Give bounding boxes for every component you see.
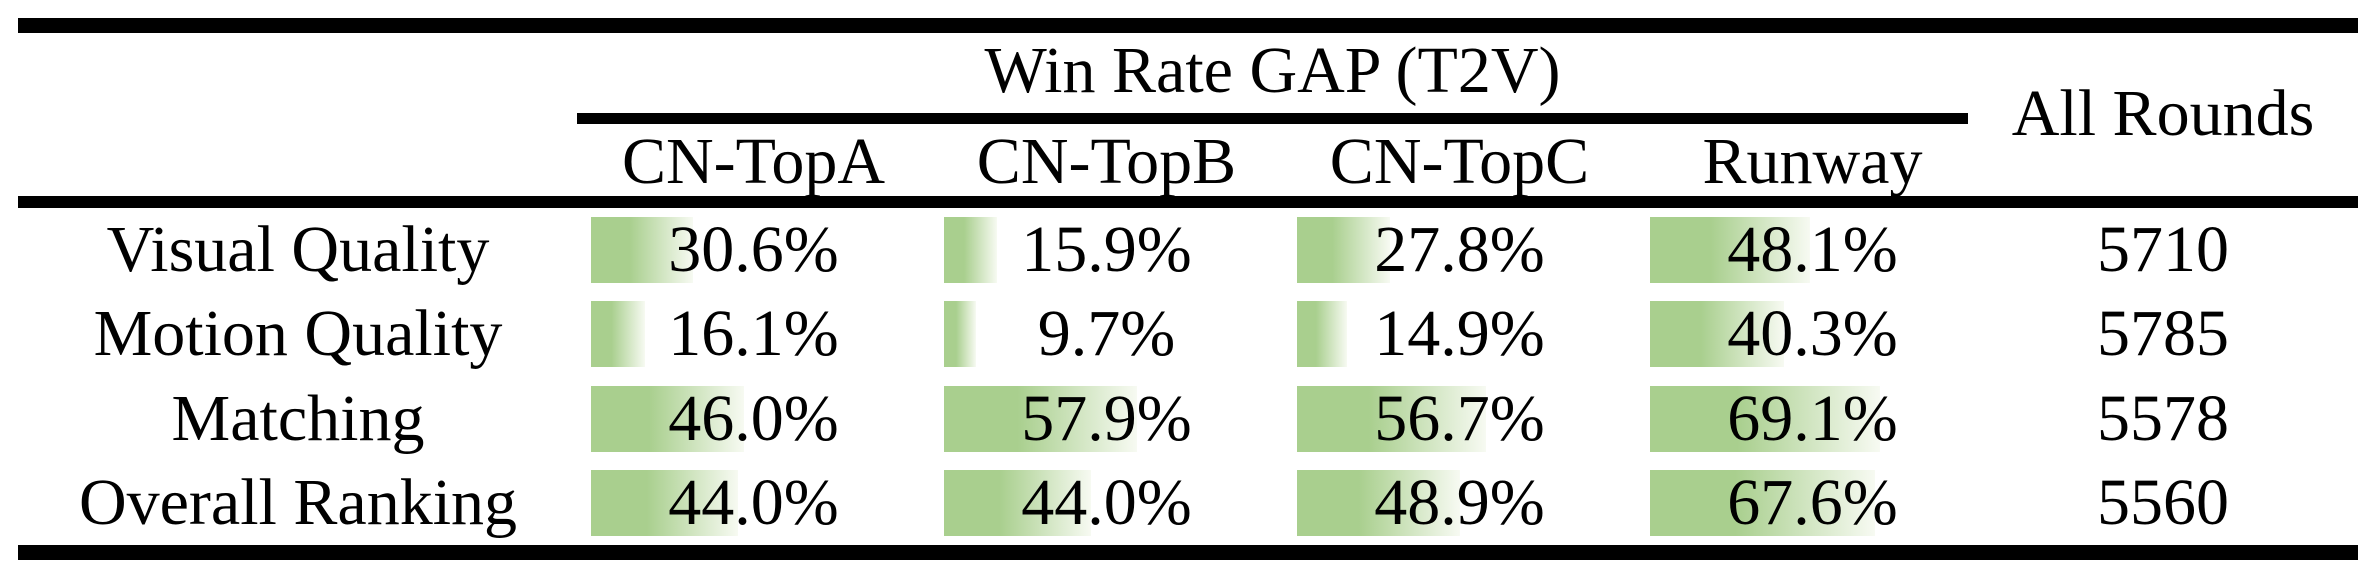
win-rate-cell: 27.8% xyxy=(1283,208,1636,292)
win-rate-cell: 44.0% xyxy=(577,461,930,545)
group-title: Win Rate GAP (T2V) xyxy=(984,34,1561,107)
win-rate-cell: 14.9% xyxy=(1283,292,1636,376)
win-rate-bar xyxy=(944,385,1137,452)
bar-track xyxy=(944,469,1277,536)
win-rate-value: 48.9% xyxy=(1374,465,1545,539)
top-rule xyxy=(18,18,2358,33)
table-body: Visual Quality 30.6% 15.9% 27.8% 48.1% 5… xyxy=(0,208,2376,545)
win-rate-cell: 30.6% xyxy=(577,208,930,292)
group-underline-rule xyxy=(577,113,1968,124)
win-rate-bar xyxy=(1297,469,1460,536)
all-rounds-value: 5560 xyxy=(2097,465,2229,539)
column-header-runway: Runway xyxy=(1702,125,1923,198)
metric-label: Motion Quality xyxy=(93,297,503,371)
column-header-cn-topc: CN-TopC xyxy=(1329,125,1590,198)
win-rate-bar xyxy=(591,301,645,368)
table-row: Matching 46.0% 57.9% 56.7% 69.1% 5578 xyxy=(0,377,2376,461)
bar-track xyxy=(944,385,1277,452)
win-rate-bar xyxy=(1650,301,1785,368)
win-rate-value: 15.9% xyxy=(1021,213,1192,287)
win-rate-cell: 69.1% xyxy=(1636,377,1989,461)
win-rate-bar xyxy=(591,385,745,452)
win-rate-value: 67.6% xyxy=(1727,465,1898,539)
win-rate-bar xyxy=(944,469,1091,536)
win-rate-bar xyxy=(1650,217,1811,284)
win-rate-cell: 15.9% xyxy=(930,208,1283,292)
win-rate-bar xyxy=(1297,301,1347,368)
all-rounds-value: 5785 xyxy=(2097,297,2229,371)
win-rate-value: 44.0% xyxy=(668,465,839,539)
win-rate-bar xyxy=(1650,385,1881,452)
win-rate-value: 30.6% xyxy=(668,213,839,287)
win-rate-bar xyxy=(944,217,997,284)
win-rate-bar xyxy=(591,469,738,536)
bar-track xyxy=(1650,385,1983,452)
win-rate-bar xyxy=(1297,385,1486,452)
win-rate-cell: 57.9% xyxy=(930,377,1283,461)
win-rate-value: 48.1% xyxy=(1727,213,1898,287)
all-rounds-value: 5578 xyxy=(2097,381,2229,455)
header-separator-rule xyxy=(18,196,2358,208)
win-rate-cell: 56.7% xyxy=(1283,377,1636,461)
win-rate-bar xyxy=(1650,469,1876,536)
bar-track xyxy=(591,217,924,284)
win-rate-cell: 48.1% xyxy=(1636,208,1989,292)
table-row: Overall Ranking 44.0% 44.0% 48.9% 67.6% … xyxy=(0,461,2376,545)
win-rate-cell: 16.1% xyxy=(577,292,930,376)
win-rate-bar xyxy=(944,301,977,368)
column-headers: CN-TopA CN-TopB CN-TopC Runway xyxy=(577,129,1989,195)
table-row: Visual Quality 30.6% 15.9% 27.8% 48.1% 5… xyxy=(0,208,2376,292)
bar-track xyxy=(1297,217,1630,284)
bar-track xyxy=(1650,469,1983,536)
metric-label: Visual Quality xyxy=(106,213,490,287)
column-header-cn-topa: CN-TopA xyxy=(621,125,886,198)
win-rate-value: 16.1% xyxy=(668,297,839,371)
metric-label: Matching xyxy=(171,381,425,455)
bar-track xyxy=(591,385,924,452)
bar-track xyxy=(1297,469,1630,536)
bar-track xyxy=(944,301,1277,368)
column-header-cn-topb: CN-TopB xyxy=(976,125,1237,198)
bottom-rule xyxy=(18,545,2358,560)
all-rounds-value: 5710 xyxy=(2097,213,2229,287)
bar-track xyxy=(944,217,1277,284)
win-rate-cell: 9.7% xyxy=(930,292,1283,376)
win-rate-cell: 48.9% xyxy=(1283,461,1636,545)
bar-track xyxy=(1650,301,1983,368)
bar-track xyxy=(591,469,924,536)
win-rate-value: 9.7% xyxy=(1037,297,1176,371)
win-rate-value: 56.7% xyxy=(1374,381,1545,455)
win-rate-value: 14.9% xyxy=(1374,297,1545,371)
win-rate-value: 69.1% xyxy=(1727,381,1898,455)
win-rate-cell: 67.6% xyxy=(1636,461,1989,545)
win-rate-value: 46.0% xyxy=(668,381,839,455)
all-rounds-header: All Rounds xyxy=(2011,77,2315,150)
win-rate-cell: 46.0% xyxy=(577,377,930,461)
win-rate-cell: 40.3% xyxy=(1636,292,1989,376)
metric-label: Overall Ranking xyxy=(78,465,518,539)
bar-track xyxy=(591,301,924,368)
bar-track xyxy=(1297,301,1630,368)
win-rate-value: 40.3% xyxy=(1727,297,1898,371)
win-rate-value: 44.0% xyxy=(1021,465,1192,539)
win-rate-bar xyxy=(591,217,693,284)
bar-track xyxy=(1650,217,1983,284)
win-rate-bar xyxy=(1297,217,1390,284)
table-row: Motion Quality 16.1% 9.7% 14.9% 40.3% 57… xyxy=(0,292,2376,376)
win-rate-value: 27.8% xyxy=(1374,213,1545,287)
win-rate-value: 57.9% xyxy=(1021,381,1192,455)
win-rate-cell: 44.0% xyxy=(930,461,1283,545)
bar-track xyxy=(1297,385,1630,452)
